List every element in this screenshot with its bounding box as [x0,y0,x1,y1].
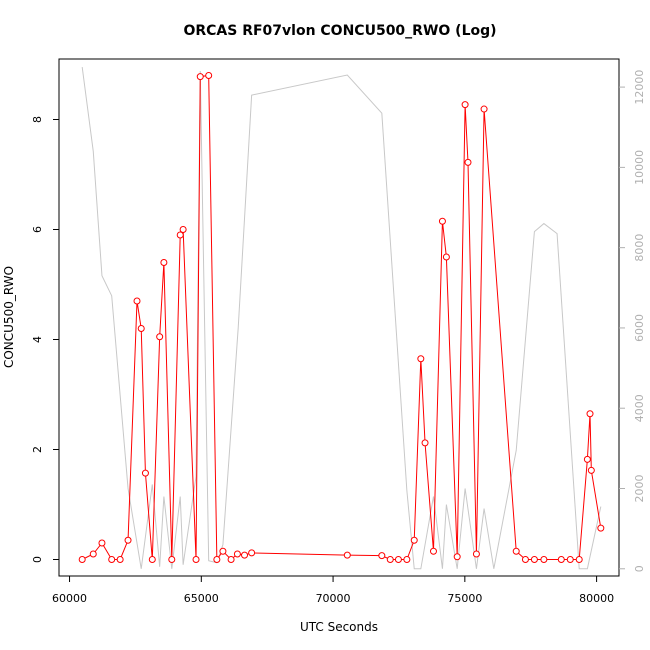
data-point [540,556,548,563]
data-point [438,217,446,225]
data-point [394,556,402,563]
data-point [89,550,97,558]
y2-tick-label: 8000 [633,234,646,262]
y-tick-label: 6 [31,226,44,233]
data-point [597,524,605,532]
data-point [343,551,351,559]
data-point [410,536,418,544]
data-point [160,259,168,266]
x-axis-label: UTC Seconds [300,620,378,634]
data-point [587,466,595,474]
x-tick-label: 80000 [579,592,614,605]
chart-title: ORCAS RF07vlon CONCU500_RWO (Log) [183,23,496,39]
data-point [512,547,520,555]
data-point [421,439,429,447]
y2-tick-label: 6000 [633,314,646,342]
y2-tick-label: 4000 [633,394,646,422]
data-point [557,556,565,563]
data-point [108,556,116,563]
y-tick-label: 2 [31,446,44,453]
data-point [78,556,86,563]
data-point [464,158,472,166]
data-point [141,469,149,477]
data-point [156,333,164,341]
data-point [386,556,394,563]
data-point [378,552,386,560]
data-point [124,536,132,544]
data-point [219,547,227,555]
plot-frame [58,58,620,577]
data-point [213,556,221,563]
data-point [196,73,204,81]
data-point [133,297,141,305]
data-point [179,226,187,233]
data-point [403,556,411,563]
data-point [480,105,488,113]
data-point [227,556,235,563]
data-point [137,325,145,332]
data-point [566,556,574,563]
data-point [98,539,106,547]
data-point [116,556,124,563]
data-point [205,72,213,79]
secondary-series-line [81,66,602,570]
data-point [233,550,241,558]
data-point [429,547,437,555]
data-point [241,551,249,559]
y-tick-label: 0 [31,556,44,563]
x-tick-label: 75000 [447,592,482,605]
data-point [575,556,583,563]
data-point [417,355,425,363]
data-point [192,556,200,563]
data-point [148,556,156,563]
data-point [586,410,594,418]
axes: 60000 65000 70000 75000 80000 0 2 4 6 8 0 2000 4000 6… [31,70,646,605]
x-tick-label: 65000 [184,592,219,605]
data-point [472,550,480,558]
primary-series [78,72,605,563]
data-point [168,556,176,563]
data-point [583,455,591,463]
secondary-series [81,66,602,570]
y2-tick-label: 12000 [633,70,646,105]
data-point [248,549,256,557]
data-point [461,101,469,109]
y2-tick-label: 2000 [633,474,646,502]
data-point [521,556,529,563]
y-axis-label: CONCU500_RWO [2,266,16,368]
y-tick-label: 8 [31,116,44,123]
x-tick-label: 70000 [316,592,351,605]
y2-tick-label: 0 [633,565,646,572]
y-tick-label: 4 [31,336,44,343]
data-point [176,231,184,239]
y2-tick-label: 10000 [633,150,646,185]
data-point [530,556,538,563]
x-tick-label: 60000 [52,592,87,605]
data-point [442,253,450,261]
data-point [453,553,461,561]
